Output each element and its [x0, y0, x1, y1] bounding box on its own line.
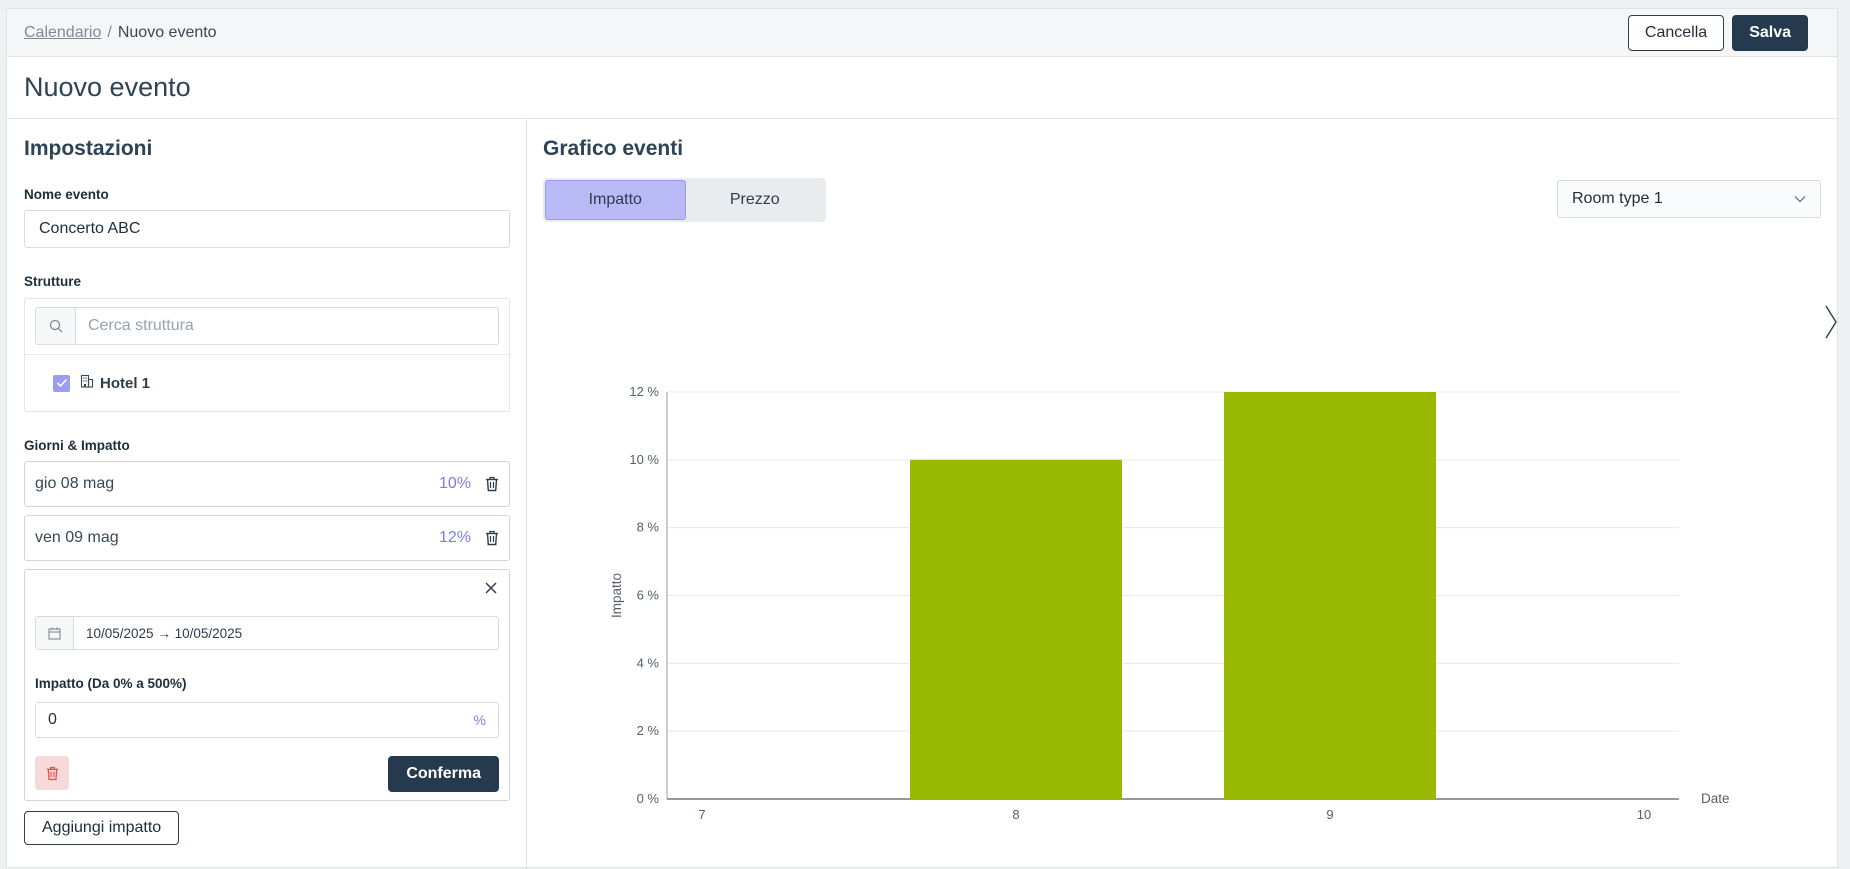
settings-panel: Impostazioni Nome evento Concerto ABC St… [7, 119, 527, 869]
impact-input[interactable]: 0 % [35, 702, 499, 738]
impact-editor: 10/05/2025 → 10/05/2025 Impatto (Da 0% a… [24, 569, 510, 801]
trash-icon [46, 766, 58, 780]
hotel-row[interactable]: Hotel 1 [25, 355, 509, 411]
structures-label: Strutture [24, 274, 81, 289]
y-tick-label: 12 % [629, 384, 659, 399]
chevron-right-icon[interactable] [1825, 305, 1837, 344]
bar-9 [1224, 392, 1436, 799]
y-tick-label: 10 % [629, 452, 659, 467]
breadcrumb-calendar-link[interactable]: Calendario [24, 23, 102, 41]
x-tick-label: 8 [1012, 807, 1019, 822]
confirm-button[interactable]: Conferma [388, 756, 499, 792]
y-tick-label: 4 % [637, 655, 660, 670]
title-bar: Nuovo evento [7, 57, 1837, 119]
search-icon [36, 308, 76, 344]
y-tick-label: 8 % [637, 520, 660, 535]
y-tick-label: 0 % [637, 791, 660, 806]
structures-search-input[interactable]: Cerca struttura [88, 317, 194, 334]
content-area: Impostazioni Nome evento Concerto ABC St… [7, 119, 1837, 869]
app-frame: Calendario / Nuovo evento Cancella Salva… [6, 8, 1838, 869]
date-range-value: 10/05/2025 → 10/05/2025 [86, 625, 243, 641]
trash-icon[interactable] [485, 530, 499, 546]
breadcrumb: Calendario / Nuovo evento [24, 24, 217, 42]
tab-prezzo[interactable]: Prezzo [729, 191, 780, 208]
hotel-checkbox[interactable] [53, 374, 70, 392]
impact-bar-chart: 0 % 2 % 4 % 6 % 8 % 10 % 12 % 7 8 9 10 Date Impatto [609, 384, 1730, 822]
day-label: ven 09 mag [35, 529, 119, 546]
y-axis-title: Impatto [609, 573, 624, 618]
y-tick-label: 2 % [637, 723, 660, 738]
building-icon [80, 374, 94, 393]
x-tick-label: 9 [1326, 807, 1333, 822]
hotel-label: Hotel 1 [100, 374, 151, 392]
day-impact: 12% [438, 529, 471, 546]
impact-unit: % [473, 712, 486, 728]
chart-panel: Grafico eventi Impatto Prezzo Room type … [527, 119, 1837, 869]
event-name-label: Nome evento [24, 187, 109, 202]
x-tick-label: 10 [1637, 807, 1651, 822]
settings-title: Impostazioni [24, 137, 153, 160]
event-name-input[interactable]: Concerto ABC [24, 210, 510, 248]
breadcrumb-separator: / [107, 23, 112, 41]
day-row[interactable]: gio 08 mag 10% [24, 461, 510, 507]
close-icon[interactable] [485, 582, 497, 594]
bar-8 [910, 459, 1122, 799]
calendar-icon [36, 617, 74, 649]
room-type-select[interactable]: Room type 1 [1557, 180, 1821, 218]
page-title: Nuovo evento [24, 72, 191, 102]
x-tick-label: 7 [698, 807, 705, 822]
checkmark-icon [56, 378, 67, 388]
impact-label: Impatto (Da 0% a 500%) [35, 676, 187, 691]
trash-icon[interactable] [485, 476, 499, 492]
chart-panel-title: Grafico eventi [543, 137, 684, 160]
delete-impact-button[interactable] [35, 756, 69, 790]
y-tick-label: 6 % [637, 588, 660, 603]
top-bar: Calendario / Nuovo evento Cancella Salva [7, 9, 1837, 57]
save-button[interactable]: Salva [1732, 14, 1808, 51]
structures-search: Cerca struttura [35, 307, 499, 345]
days-label: Giorni & Impatto [24, 438, 130, 453]
date-range-picker[interactable]: 10/05/2025 → 10/05/2025 [35, 616, 499, 650]
add-impact-button[interactable]: Aggiungi impatto [24, 811, 180, 845]
structures-box: Cerca struttura Hotel 1 [24, 298, 510, 412]
top-actions: Cancella Salva [1627, 14, 1808, 51]
x-axis-title: Date [1701, 791, 1730, 806]
cancel-button[interactable]: Cancella [1627, 14, 1725, 51]
impact-value: 0 [48, 711, 57, 728]
tab-impatto[interactable]: Impatto [545, 180, 686, 220]
day-row[interactable]: ven 09 mag 12% [24, 515, 510, 561]
structures-search-row: Cerca struttura [25, 299, 509, 355]
day-impact: 10% [438, 475, 471, 492]
room-type-value: Room type 1 [1572, 190, 1663, 207]
breadcrumb-current: Nuovo evento [117, 23, 217, 41]
chevron-down-icon [1794, 190, 1806, 208]
view-toggle: Impatto Prezzo [543, 178, 826, 222]
day-label: gio 08 mag [35, 475, 115, 492]
